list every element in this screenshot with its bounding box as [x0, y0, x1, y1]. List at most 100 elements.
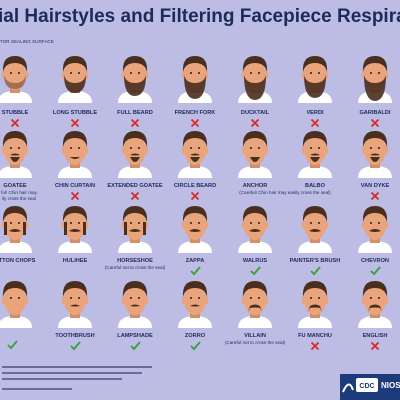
head [4, 135, 26, 165]
style-label: CHEVRON [361, 258, 389, 264]
shirt [238, 316, 272, 328]
eye [250, 147, 252, 149]
style-label: GARIBALDI [359, 110, 391, 116]
shirt [0, 241, 32, 253]
x-mark-path [370, 191, 380, 201]
head [304, 135, 326, 165]
sideburn [124, 222, 127, 235]
x-mark [370, 118, 380, 128]
mustache [368, 304, 382, 312]
face [58, 56, 92, 103]
shirt [58, 166, 92, 178]
hair [62, 281, 88, 297]
hair [122, 131, 148, 147]
style-label: VERDI [306, 110, 324, 116]
style-label: HORSESHOE [117, 258, 153, 264]
style-label: CIRCLE BEARD [174, 183, 216, 189]
face [58, 131, 92, 178]
eye [310, 222, 312, 224]
eye [310, 297, 312, 299]
head [4, 285, 26, 315]
eye [250, 297, 252, 299]
style-label: WALRUS [243, 258, 268, 264]
face [58, 206, 92, 253]
x-mark [310, 118, 320, 128]
style-label: BALBO [305, 183, 326, 189]
x-mark [130, 191, 140, 201]
check-mark [7, 340, 18, 350]
shirt [238, 241, 272, 253]
style-label: LONG STUBBLE [53, 110, 97, 116]
mustache [369, 229, 381, 232]
x-mark-path [190, 191, 200, 201]
x-mark [130, 118, 140, 128]
goatee [10, 157, 20, 162]
hair [122, 56, 148, 72]
mustache [9, 229, 21, 232]
face [118, 281, 152, 328]
eye [318, 147, 320, 149]
beard [4, 75, 26, 89]
mustache [69, 229, 81, 232]
footer-line [2, 372, 142, 374]
eye [190, 72, 192, 74]
head [124, 135, 146, 165]
mustache [370, 153, 380, 156]
footer-line [2, 378, 122, 380]
style-label: VAN DYKE [361, 183, 390, 189]
face [178, 206, 212, 253]
eye [378, 147, 380, 149]
goatee [370, 157, 380, 162]
head [124, 285, 146, 315]
hair [182, 56, 208, 72]
mustache [310, 153, 320, 156]
x-mark-path [130, 118, 140, 128]
x-mark [250, 118, 260, 128]
beard [304, 75, 326, 98]
hair [242, 56, 268, 72]
x-mark-path [70, 191, 80, 201]
style-note: (Careful! Chin hair may easily cross the… [239, 190, 331, 195]
mustache [189, 229, 201, 232]
shirt [0, 316, 32, 328]
eye [258, 147, 260, 149]
eye [318, 72, 320, 74]
face [298, 281, 332, 328]
hair [242, 281, 268, 297]
eye [250, 72, 252, 74]
x-mark-path [190, 118, 200, 128]
shirt [0, 91, 32, 103]
style-label: ZORRO [185, 333, 206, 339]
face [358, 56, 392, 103]
head [64, 135, 86, 165]
hair [362, 56, 388, 72]
beard [184, 75, 206, 99]
face [358, 131, 392, 178]
check-mark-path [250, 266, 261, 276]
x-mark-path [370, 118, 380, 128]
mustache [130, 153, 140, 156]
check-mark [250, 266, 261, 276]
hair [242, 206, 268, 222]
beard [244, 75, 266, 100]
check-mark [190, 266, 201, 276]
shirt [358, 241, 392, 253]
head [124, 210, 146, 240]
goatee [130, 157, 140, 162]
face [0, 281, 32, 328]
face [238, 56, 272, 103]
head [244, 135, 266, 165]
style-label: FRENCH FORK [175, 110, 216, 116]
face [298, 206, 332, 253]
hair [362, 131, 388, 147]
shirt [298, 241, 332, 253]
eye [18, 222, 20, 224]
head [364, 135, 386, 165]
eye [10, 222, 12, 224]
hair [242, 131, 268, 147]
shirt [58, 241, 92, 253]
check-mark-path [130, 341, 141, 351]
x-mark-path [70, 118, 80, 128]
x-mark [70, 118, 80, 128]
x-mark [370, 341, 380, 351]
